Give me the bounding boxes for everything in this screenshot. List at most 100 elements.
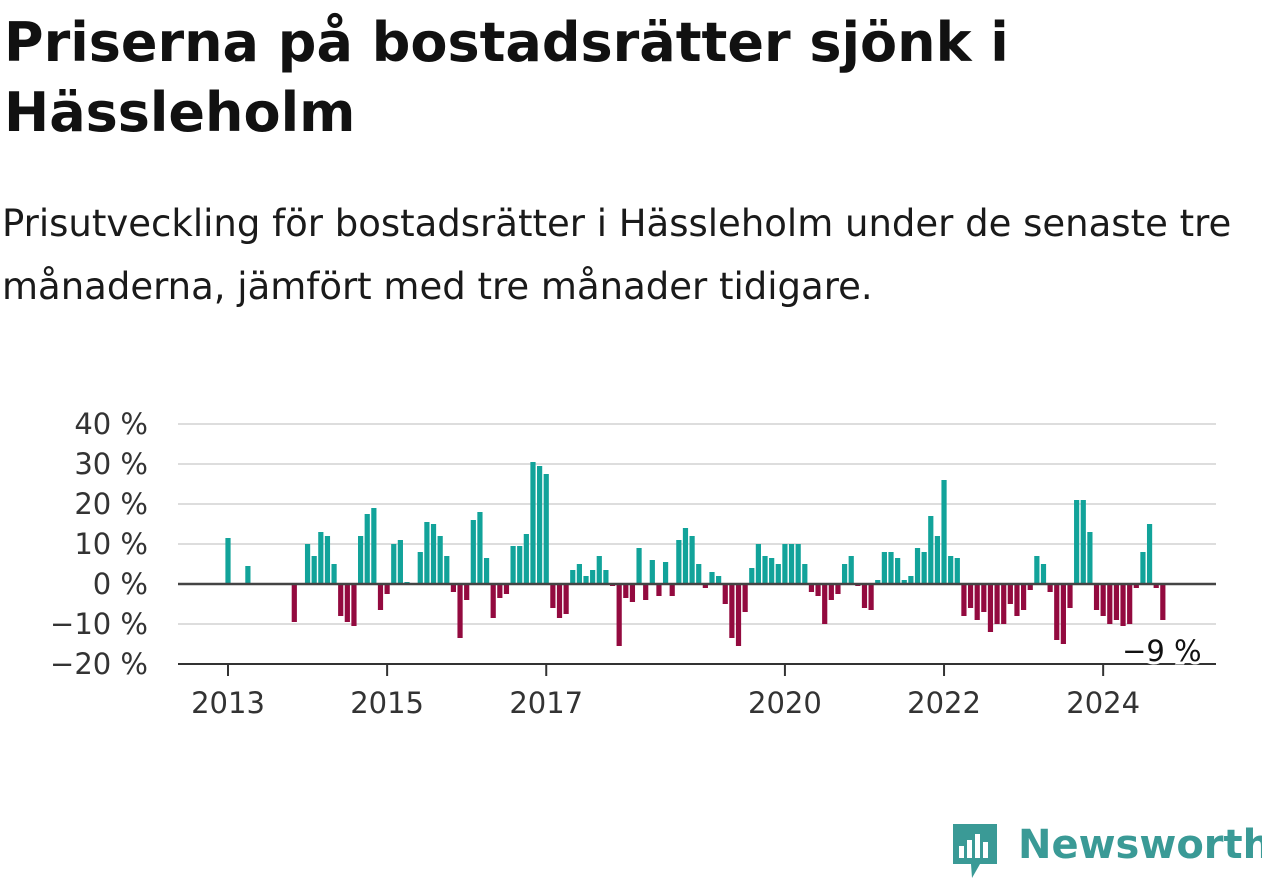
bar [835, 584, 841, 594]
bar [623, 584, 629, 598]
bar [1100, 584, 1106, 616]
bar [782, 544, 788, 584]
bar [1140, 552, 1146, 584]
chart-subtitle: Prisutveckling för bostadsrätter i Hässl… [2, 202, 1232, 308]
bar [1047, 584, 1053, 592]
bar [643, 584, 649, 600]
x-tick-label: 2020 [748, 686, 822, 720]
bar [994, 584, 1000, 624]
bar [901, 580, 907, 584]
bar [225, 538, 231, 584]
bar [795, 544, 801, 584]
chart-bars [225, 462, 1166, 646]
bar [563, 584, 569, 614]
bar [815, 584, 821, 596]
bar [696, 564, 702, 584]
bar [1087, 532, 1093, 584]
bar [682, 528, 689, 584]
bar [543, 474, 549, 584]
bar [464, 584, 470, 600]
bar [318, 532, 324, 584]
bar [875, 580, 881, 584]
bar [828, 584, 834, 600]
bar [510, 546, 516, 584]
bar [1040, 564, 1047, 584]
bar [338, 584, 344, 616]
bar [304, 544, 311, 584]
bar [755, 544, 761, 584]
bar [656, 584, 662, 596]
bar [1133, 584, 1139, 588]
bar [444, 556, 450, 584]
bar [709, 572, 715, 584]
bar [735, 584, 742, 646]
bar [762, 556, 768, 584]
bar [895, 558, 901, 584]
bar [351, 584, 357, 626]
bar [802, 564, 808, 584]
bar [1027, 584, 1033, 590]
bar [948, 556, 954, 584]
bar [1120, 584, 1126, 626]
bar [417, 552, 423, 584]
chart-annotation: −9 % [1119, 631, 1205, 671]
bar [716, 576, 722, 584]
bar [1093, 584, 1100, 610]
bar [450, 584, 457, 592]
bar [1146, 524, 1153, 584]
bar [961, 584, 967, 616]
bar [490, 584, 496, 618]
bar [1034, 556, 1040, 584]
y-tick-label: 0 % [93, 567, 148, 601]
bar [430, 524, 437, 584]
bar [1074, 500, 1080, 584]
y-tick-label: 10 % [74, 527, 148, 561]
bar [967, 584, 974, 608]
chart-title: Priserna på bostadsrätter sjönk i Hässle… [4, 11, 1009, 144]
bar [868, 584, 874, 610]
bar [908, 576, 914, 584]
bar [457, 584, 463, 638]
x-tick-label: 2022 [907, 686, 981, 720]
bar [397, 540, 403, 584]
bar [749, 568, 755, 584]
bar [629, 584, 636, 602]
bar [788, 544, 795, 584]
bar [570, 570, 576, 584]
bar [503, 584, 510, 594]
bar [636, 548, 642, 584]
y-tick-label: −20 % [50, 647, 148, 681]
bar [822, 584, 828, 624]
bar [331, 564, 337, 584]
bar [1021, 584, 1027, 610]
x-tick-label: 2013 [191, 686, 265, 720]
bar [981, 584, 987, 612]
bar [1127, 584, 1133, 624]
bar [530, 462, 536, 584]
bar [590, 570, 596, 584]
bar [1067, 584, 1073, 608]
bar [556, 584, 563, 618]
y-tick-label: 30 % [74, 447, 148, 481]
bar [391, 544, 397, 584]
bar [424, 522, 430, 584]
bar [987, 584, 994, 632]
x-axis-ticks: 2013 2015 2017 2020 2022 2024 [191, 664, 1140, 720]
chart-gridlines [178, 423, 1216, 665]
bar [437, 536, 443, 584]
bar [483, 558, 490, 584]
bar [775, 564, 781, 584]
bar [662, 562, 669, 584]
bar [291, 584, 297, 622]
bar [517, 546, 523, 584]
bar [881, 552, 887, 584]
bar [1007, 584, 1013, 604]
bar [497, 584, 503, 598]
bar [344, 584, 350, 622]
y-tick-label: −10 % [50, 607, 148, 641]
bar [729, 584, 735, 638]
bar [1113, 584, 1120, 620]
bar [377, 584, 384, 610]
newsworthy-logo-icon [953, 824, 997, 878]
newsworthy-logo-text: Newsworthy [1018, 822, 1262, 868]
